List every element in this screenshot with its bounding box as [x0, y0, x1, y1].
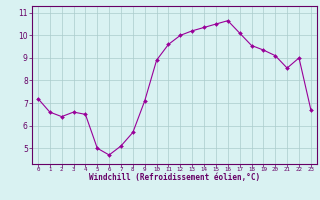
X-axis label: Windchill (Refroidissement éolien,°C): Windchill (Refroidissement éolien,°C) — [89, 173, 260, 182]
